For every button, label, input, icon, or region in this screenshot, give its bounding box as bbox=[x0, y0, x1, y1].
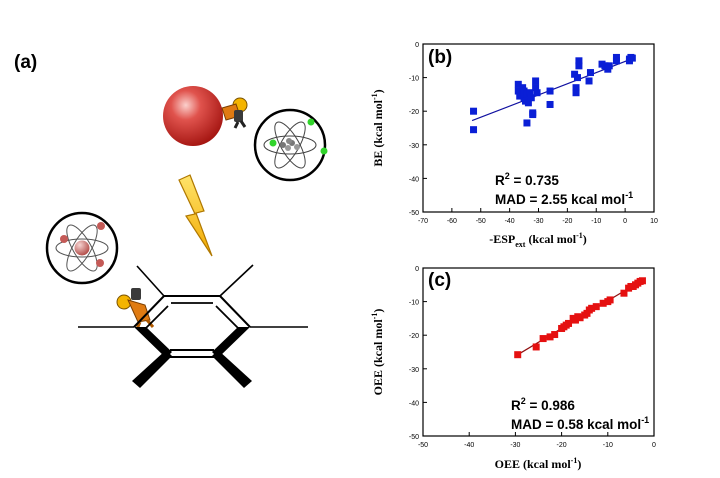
b-data-point bbox=[586, 69, 594, 77]
b-data-point bbox=[532, 77, 540, 85]
c-x-tick-label: -20 bbox=[557, 442, 567, 449]
c-data-point bbox=[620, 289, 628, 297]
ring-wedge-right bbox=[212, 327, 250, 358]
c-y-tick-label: 0 bbox=[415, 266, 419, 273]
b-data-point bbox=[470, 107, 478, 115]
ring-bond-right bbox=[212, 350, 252, 388]
c-x-tick-label: 0 bbox=[652, 442, 656, 449]
c-data-point bbox=[546, 333, 554, 341]
benzene-ring bbox=[78, 264, 308, 358]
b-data-point bbox=[585, 77, 593, 85]
b-y-tick-label: -10 bbox=[409, 76, 419, 83]
c-y-tick-label: -10 bbox=[409, 300, 419, 307]
b-data-point bbox=[572, 84, 580, 92]
c-data-point bbox=[599, 299, 607, 307]
b-data-point bbox=[514, 87, 522, 95]
panel-c-r2: R2 = 0.986 bbox=[511, 396, 575, 413]
c-x-tick-label: -50 bbox=[418, 442, 428, 449]
b-x-tick-label: -30 bbox=[533, 218, 543, 225]
c-y-tick-label: -40 bbox=[409, 400, 419, 407]
panel-b-y-axis-label: BE (kcal mol-1) bbox=[370, 89, 385, 166]
panel-c-y-axis-label: OEE (kcal mol-1) bbox=[370, 309, 385, 396]
b-data-point bbox=[526, 89, 534, 97]
b-data-point bbox=[628, 54, 636, 62]
b-y-tick-label: 0 bbox=[415, 42, 419, 49]
b-data-point bbox=[533, 89, 541, 97]
panel-b-mad: MAD = 2.55 kcal mol-1 bbox=[495, 190, 633, 207]
b-y-tick-label: -30 bbox=[409, 143, 419, 150]
panel-a-label: (a) bbox=[14, 52, 37, 73]
c-data-point bbox=[551, 331, 559, 339]
b-x-tick-label: -20 bbox=[562, 218, 572, 225]
c-data-point bbox=[588, 304, 596, 312]
worker-figure-top bbox=[221, 97, 248, 129]
b-x-tick-label: -70 bbox=[418, 218, 428, 225]
b-data-point bbox=[532, 84, 540, 92]
panel-c-mad: MAD = 0.58 kcal mol-1 bbox=[511, 415, 649, 432]
b-data-point bbox=[514, 80, 522, 88]
b-data-point bbox=[529, 111, 537, 119]
b-y-tick-label: -40 bbox=[409, 176, 419, 183]
b-data-point bbox=[572, 89, 580, 97]
atom-icon-left bbox=[45, 211, 119, 285]
c-y-tick-label: -30 bbox=[409, 367, 419, 374]
c-data-point bbox=[638, 277, 646, 285]
b-data-point bbox=[575, 57, 583, 65]
panel-c-label: (c) bbox=[428, 270, 451, 291]
sphere bbox=[163, 86, 223, 146]
b-x-tick-label: -10 bbox=[591, 218, 601, 225]
panel-c-chart: (c) 0 -10 -20 -30 -40 -50 -50 -40 -30 -20 -10 0 R2… bbox=[370, 266, 656, 471]
c-data-point bbox=[565, 319, 573, 327]
ring-bond-left bbox=[132, 350, 172, 388]
lightning-icon bbox=[178, 174, 213, 257]
c-data-point bbox=[532, 343, 540, 351]
c-data-point bbox=[576, 314, 584, 322]
b-y-tick-label: -20 bbox=[409, 109, 419, 116]
b-x-tick-label: -50 bbox=[476, 218, 486, 225]
b-data-point bbox=[470, 126, 478, 134]
ring-wedge-left bbox=[134, 327, 172, 358]
b-data-point bbox=[546, 87, 554, 95]
panel-b-x-axis-label: -ESPext (kcal mol-1) bbox=[489, 231, 587, 249]
c-y-tick-label: -50 bbox=[409, 434, 419, 441]
panel-a: (a) bbox=[14, 52, 328, 388]
worker-figure-bottom bbox=[116, 288, 155, 330]
panel-b-chart: (b) 0 -10 -20 -30 -40 -50 -70 -60 -50 -40 -30 -20 -… bbox=[370, 42, 658, 249]
b-data-point bbox=[573, 74, 581, 82]
c-y-tick-label: -20 bbox=[409, 333, 419, 340]
b-data-point bbox=[527, 94, 535, 102]
panel-c-x-axis-label: OEE (kcal mol-1) bbox=[495, 456, 582, 471]
b-data-point bbox=[612, 57, 620, 65]
panel-c-frame bbox=[422, 267, 655, 437]
b-data-point bbox=[524, 99, 532, 107]
c-x-tick-label: -40 bbox=[464, 442, 474, 449]
b-x-tick-label: -60 bbox=[447, 218, 457, 225]
panel-b-r2: R2 = 0.735 bbox=[495, 171, 559, 188]
b-data-point bbox=[523, 119, 531, 127]
c-x-tick-label: -30 bbox=[510, 442, 520, 449]
b-x-tick-label: -40 bbox=[505, 218, 515, 225]
b-data-point bbox=[605, 62, 613, 70]
c-data-point bbox=[539, 335, 547, 343]
b-data-point bbox=[575, 62, 583, 70]
c-data-point bbox=[514, 351, 522, 359]
c-x-tick-label: -10 bbox=[603, 442, 613, 449]
b-data-point bbox=[546, 100, 554, 108]
c-data-point bbox=[606, 296, 614, 304]
b-x-tick-label: 10 bbox=[650, 218, 658, 225]
b-y-tick-label: -50 bbox=[409, 210, 419, 217]
b-data-point bbox=[516, 92, 524, 100]
panel-b-label: (b) bbox=[428, 47, 452, 68]
c-data-point bbox=[592, 303, 600, 311]
atom-icon bbox=[253, 108, 328, 182]
b-x-tick-label: 0 bbox=[623, 218, 627, 225]
